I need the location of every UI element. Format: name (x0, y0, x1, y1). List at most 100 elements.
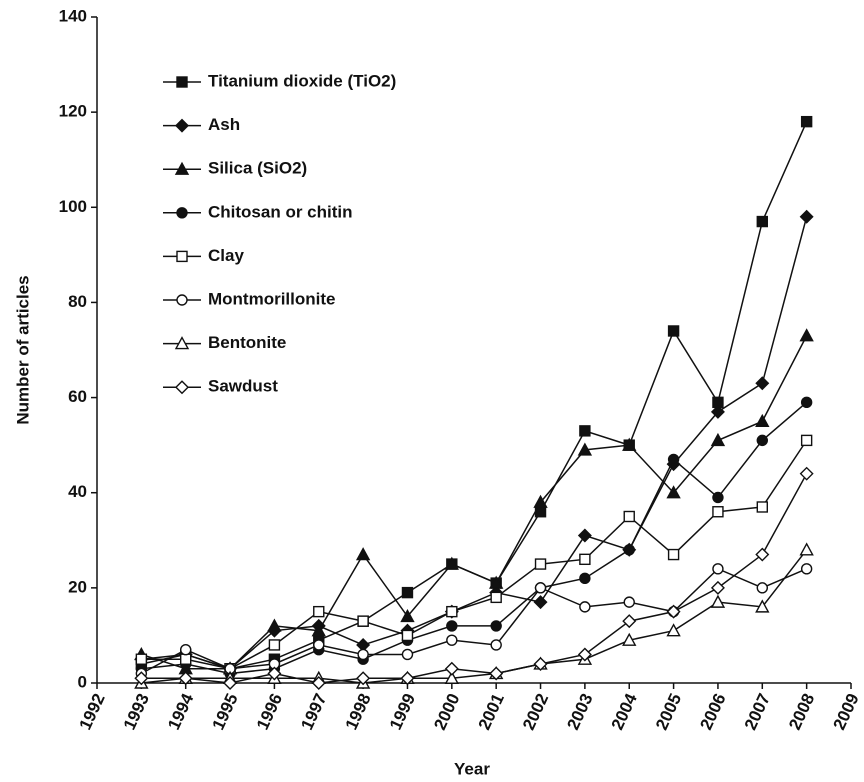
x-tick-label: 2003 (563, 691, 596, 733)
legend-label: Titanium dioxide (TiO2) (208, 71, 396, 90)
y-tick-label: 40 (68, 482, 87, 501)
data-point (755, 547, 770, 562)
series-line (141, 401, 808, 675)
data-point (401, 586, 414, 599)
y-axis-title: Number of articles (13, 275, 32, 424)
x-tick-label: 2007 (741, 691, 774, 733)
data-point (533, 595, 548, 610)
data-point (444, 556, 460, 570)
data-point (623, 510, 635, 523)
data-point (800, 563, 813, 575)
y-tick-label: 0 (78, 672, 87, 691)
data-point (799, 209, 814, 224)
data-point (446, 634, 458, 646)
data-point (533, 656, 548, 671)
x-tick-label: 1994 (164, 690, 197, 733)
x-tick-label: 2004 (608, 690, 641, 733)
data-point (756, 582, 768, 594)
y-tick-label: 140 (59, 6, 87, 25)
legend-label: Bentonite (208, 333, 286, 352)
data-point (710, 580, 725, 595)
data-point (180, 644, 192, 656)
y-tick-label: 120 (59, 102, 87, 121)
data-point (579, 553, 591, 566)
data-point (356, 671, 371, 686)
data-point (710, 404, 725, 419)
data-point (400, 608, 415, 623)
data-point (311, 676, 326, 690)
series-line (140, 567, 807, 675)
data-point (799, 542, 814, 556)
data-point (533, 494, 548, 508)
data-point (800, 434, 813, 447)
data-point (311, 623, 326, 637)
data-point (267, 618, 282, 632)
x-tick-label: 2005 (652, 691, 685, 733)
data-point (756, 434, 768, 447)
legend-label: Ash (208, 115, 240, 134)
data-point (579, 572, 591, 585)
data-point (490, 620, 502, 632)
data-point (134, 671, 149, 686)
data-point (623, 544, 635, 556)
x-tick-label: 1997 (297, 691, 330, 733)
data-point (267, 666, 282, 681)
data-point (135, 653, 148, 665)
data-point (799, 328, 814, 342)
data-point (579, 601, 591, 613)
data-point (666, 485, 681, 499)
legend-marker (175, 380, 189, 395)
legend-label: Clay (208, 246, 244, 265)
data-point (178, 671, 193, 686)
x-tick-label: 2008 (785, 691, 818, 733)
legend-marker (174, 161, 190, 175)
legend-label: Montmorillonite (208, 289, 335, 308)
x-tick-label: 1999 (386, 691, 419, 733)
series-line (141, 335, 808, 670)
x-tick-label: 2001 (475, 691, 508, 733)
legend-label: Chitosan or chitin (208, 202, 353, 221)
x-tick-label: 2009 (829, 691, 862, 733)
data-point (446, 620, 458, 632)
data-point (755, 599, 770, 613)
data-point (401, 629, 414, 642)
data-point (623, 596, 635, 608)
x-tick-label: 1993 (120, 691, 153, 733)
legend-label: Silica (SiO2) (208, 159, 307, 178)
data-point (577, 647, 592, 662)
data-point (712, 491, 724, 504)
x-tick-label: 1992 (75, 691, 108, 733)
legend-marker (175, 118, 189, 133)
data-point (534, 558, 547, 570)
data-point (622, 614, 637, 629)
data-point (577, 528, 592, 543)
data-point (712, 506, 724, 518)
x-tick-label: 2006 (696, 691, 729, 733)
data-point (756, 215, 768, 228)
x-tick-label: 1998 (342, 691, 375, 733)
data-point (446, 605, 458, 618)
data-point (400, 671, 415, 686)
series-line (141, 216, 808, 670)
data-point (622, 632, 637, 646)
legend-marker (176, 207, 188, 219)
legend-marker (176, 76, 188, 88)
data-point (800, 396, 813, 409)
y-tick-label: 20 (68, 577, 87, 596)
data-point (401, 648, 414, 661)
x-tick-label: 2000 (430, 691, 463, 733)
data-point (488, 575, 504, 589)
data-point (534, 582, 547, 594)
series-line (141, 439, 808, 670)
x-tick-label: 2002 (519, 691, 552, 733)
y-tick-label: 80 (68, 292, 87, 311)
x-tick-label: 1996 (253, 691, 286, 733)
data-point (799, 466, 814, 481)
data-point (180, 653, 192, 665)
x-tick-label: 1995 (209, 691, 242, 733)
data-point (667, 453, 680, 466)
data-point (313, 605, 325, 618)
data-point (667, 325, 680, 337)
series-line (141, 473, 808, 684)
data-point (268, 639, 281, 651)
